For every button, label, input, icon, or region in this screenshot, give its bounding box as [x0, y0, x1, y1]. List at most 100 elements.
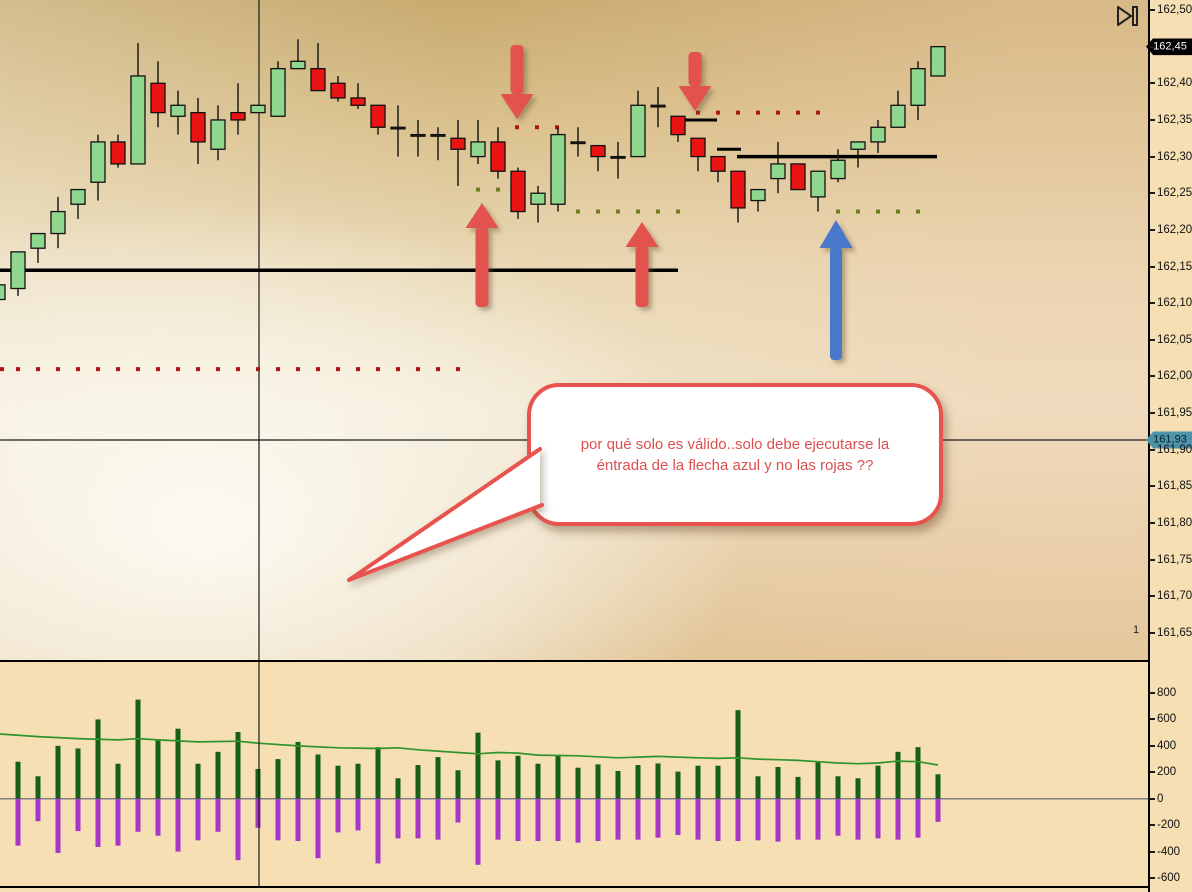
volume-bar	[195, 763, 201, 841]
indicator-dot	[676, 209, 680, 214]
red-down-arrow[interactable]	[500, 45, 534, 119]
volume-bar	[475, 732, 481, 865]
red-up-arrow[interactable]	[465, 203, 499, 307]
candle	[930, 45, 946, 77]
indicator-dot	[436, 367, 440, 372]
panel-divider	[0, 660, 1150, 662]
indicator-dot	[376, 367, 380, 372]
price-tick	[1150, 632, 1155, 634]
price-tick	[1150, 338, 1155, 341]
indicator-dot	[276, 367, 280, 372]
indicator-dot	[716, 110, 720, 115]
price-axis-column[interactable]: 162,45 161,93 162,50 162,40 162,35 162,30 16…	[1146, 0, 1192, 892]
volume-bar	[375, 747, 381, 864]
indicator-dot	[236, 367, 240, 372]
price-tick-label: 161,85	[1157, 480, 1192, 493]
candle	[210, 105, 226, 161]
indicator-dot	[156, 367, 160, 372]
price-tick	[1150, 192, 1155, 195]
indicator-dot	[496, 187, 500, 192]
volume-bar	[935, 774, 941, 822]
price-tick	[1150, 228, 1155, 231]
annotation-bubble[interactable]: por qué solo es válido..solo debe ejecut…	[527, 383, 943, 526]
candle	[230, 83, 246, 135]
candle	[610, 141, 626, 179]
volume-panel[interactable]	[0, 662, 1148, 886]
price-tick-label: 162,30	[1157, 150, 1192, 163]
timeframe-label: 1	[1132, 624, 1140, 636]
volume-bar	[215, 751, 221, 832]
volume-tick	[1150, 877, 1155, 879]
volume-canvas[interactable]	[0, 662, 1148, 886]
price-tick-label: 161,90	[1157, 443, 1192, 456]
price-tick-label: 162,10	[1157, 297, 1192, 310]
volume-tick-label: 800	[1157, 687, 1177, 699]
candle	[690, 137, 706, 172]
indicator-dot	[656, 209, 660, 214]
candle	[90, 134, 106, 201]
indicator-dot	[336, 367, 340, 372]
volume-bar	[755, 776, 761, 841]
annotation-bubble-text: por qué solo es válido..solo debe ejecut…	[580, 435, 890, 474]
crosshair-price-badge: 161,93	[1146, 431, 1192, 449]
candle	[730, 170, 746, 223]
volume-bar	[875, 765, 881, 839]
indicator-dot	[776, 110, 780, 115]
candle	[830, 149, 846, 183]
candle	[110, 134, 126, 168]
price-tick-label: 162,15	[1157, 260, 1192, 273]
volume-bar	[715, 765, 721, 841]
indicator-dot	[116, 367, 120, 372]
volume-tick-label: 0	[1157, 792, 1164, 805]
candle	[10, 251, 26, 296]
indicator-dot	[0, 367, 4, 372]
indicator-dot	[356, 367, 360, 372]
price-tick-label: 161,65	[1157, 627, 1192, 639]
price-chart-panel[interactable]	[0, 0, 1148, 661]
candle	[890, 90, 906, 128]
indicator-dot	[196, 367, 200, 372]
candle	[290, 39, 306, 70]
price-tick-label: 161,70	[1157, 590, 1192, 603]
volume-bar	[95, 719, 101, 847]
price-tick-label: 161,75	[1157, 553, 1192, 566]
price-tick-label: 161,80	[1157, 517, 1192, 530]
red-down-arrow[interactable]	[678, 52, 712, 111]
volume-bar	[335, 765, 341, 833]
volume-bar	[55, 745, 61, 853]
price-chart-canvas[interactable]	[0, 0, 1148, 661]
volume-bar	[435, 757, 441, 840]
volume-bar	[455, 770, 461, 823]
volume-bar	[895, 751, 901, 840]
panel-bottom-border	[0, 886, 1150, 888]
price-tick	[1150, 485, 1155, 488]
candle	[70, 188, 86, 219]
price-tick	[1150, 448, 1155, 451]
volume-tick	[1150, 797, 1155, 800]
skip-to-end-icon[interactable]	[1113, 2, 1141, 30]
candle	[370, 104, 386, 135]
volume-tick-label: 200	[1157, 766, 1177, 779]
volume-bar	[695, 765, 701, 840]
indicator-dot	[616, 209, 620, 214]
indicator-dot	[96, 367, 100, 372]
price-tick	[1150, 558, 1155, 561]
indicator-dot	[576, 209, 580, 214]
indicator-dot	[76, 367, 80, 372]
volume-tick	[1150, 771, 1155, 774]
price-tick-label: 162,20	[1157, 223, 1192, 236]
red-up-arrow[interactable]	[625, 222, 659, 307]
volume-tick	[1150, 718, 1155, 721]
volume-bar	[115, 763, 121, 846]
indicator-dot	[396, 367, 400, 372]
price-tick-label: 162,40	[1157, 77, 1192, 90]
candle	[630, 90, 646, 158]
price-tick	[1150, 265, 1155, 268]
indicator-dot	[636, 209, 640, 214]
blue-up-arrow[interactable]	[819, 220, 853, 360]
volume-bar	[295, 741, 301, 841]
volume-bar	[15, 761, 21, 846]
candle	[0, 284, 6, 301]
candle	[470, 119, 486, 164]
indicator-dot	[216, 367, 220, 372]
